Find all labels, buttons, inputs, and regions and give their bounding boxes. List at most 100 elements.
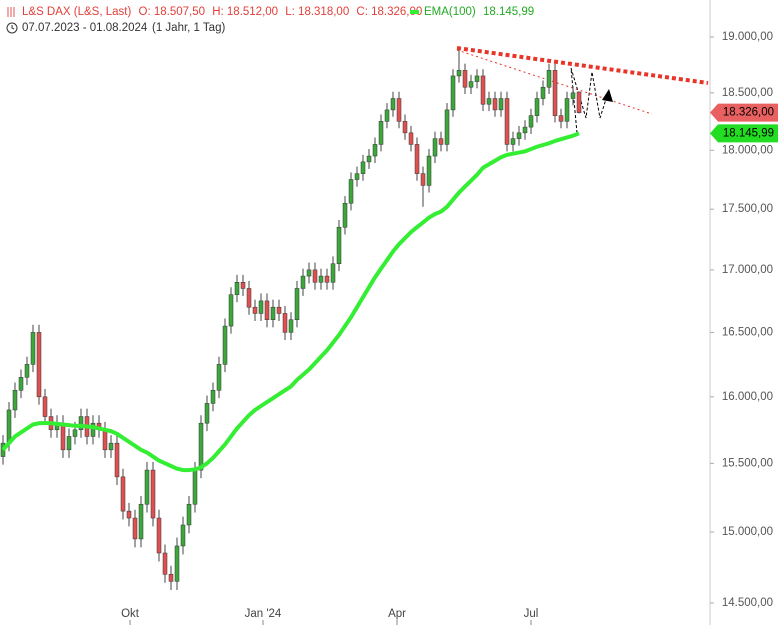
candle-body [288,319,294,333]
candle-body [354,173,360,180]
candle-body [174,545,180,582]
candle-body [270,306,276,321]
candle-body [24,364,30,378]
candle-body [258,300,264,314]
candle-body [522,126,528,134]
y-tick-label: 18.000,00 [722,144,773,156]
candle-body [402,121,408,134]
price-tag [710,124,778,143]
x-tick-label: Jul [524,608,539,620]
candle-body [102,429,108,451]
candle-body [504,98,510,145]
low-label: L: 18.318,00 [285,6,349,18]
y-tick-label: 14.500,00 [722,597,773,609]
candle-body [372,144,378,157]
candle-body [6,409,12,444]
y-tick-label: 17.500,00 [722,203,773,215]
candle-body [204,403,210,424]
x-tick-label: Jan '24 [245,608,282,620]
period: 07.07.2023 - 01.08.2024 [22,22,148,34]
x-tick-label: Okt [121,608,140,620]
candle-body [12,390,18,411]
projection-arrow [602,89,613,102]
candle-body [222,325,228,365]
candle-body [480,75,486,105]
candle-body [198,422,204,471]
candle-icon [7,7,15,17]
y-tick-label: 16.000,00 [722,391,773,403]
candle-body [540,86,546,99]
ema-name: EMA(100) [424,6,476,18]
candle-body [312,269,318,283]
candle-body [438,138,444,145]
clock-icon [6,22,18,34]
candle-body [168,574,174,582]
candle-body [144,469,150,505]
candle-body [276,306,282,314]
candle-body [216,364,222,391]
candle-body [396,98,402,122]
candle-body [156,517,162,554]
legend: L&S DAX (L&S, Last) O: 18.507,50 H: 18.5… [6,6,534,34]
candle-body [264,300,270,321]
drawings [456,46,709,134]
candle-body [432,138,438,157]
y-tick-label: 18.500,00 [722,87,773,99]
candle-body [108,442,114,451]
close-label: C: 18.326,00 [356,6,422,18]
candle-body [462,70,468,88]
ema-line [1,131,580,473]
y-tick-label: 16.500,00 [722,326,773,338]
candle-body [30,332,36,365]
candle-body [252,306,258,314]
candle-body [294,288,300,321]
price-tag [710,103,778,122]
candle-body [282,313,288,333]
candle-body [516,132,522,139]
candle-body [18,377,24,391]
y-tick-label: 17.000,00 [722,264,773,276]
candle-body [552,70,558,116]
candle-body [240,282,246,289]
x-tick-label: Apr [388,608,406,620]
candle-body [246,288,252,308]
candle-body [576,91,582,113]
candle-body [186,503,192,526]
candle-body [150,469,156,519]
candle-body [90,422,96,437]
instrument: L&S DAX (L&S, Last) [22,6,131,18]
candle-body [348,179,354,204]
candle-body [384,109,390,122]
candle-body [546,70,552,88]
y-tick-label: 15.500,00 [722,457,773,469]
ema-value: 18.145,99 [483,6,534,18]
candle-body [234,282,240,295]
candle-body [492,98,498,111]
candle-body [510,138,516,145]
candle-body [528,115,534,128]
candle-body [360,161,366,174]
candle-body [414,144,420,174]
candle-body [72,429,78,437]
price-tag-label: 18.145,99 [723,127,774,139]
candle-body [570,92,576,99]
candle-body [162,552,168,575]
candle-body [468,81,474,88]
projection [570,67,608,134]
candle-body [42,396,48,417]
trend-line [456,49,653,115]
candle-body [426,155,432,186]
candle-body [228,294,234,327]
interval: (1 Jahr, 1 Tag) [152,22,225,34]
candle-body [366,155,372,163]
candle-body [138,503,144,540]
high-label: H: 18.512,00 [212,6,278,18]
clock-hand [11,25,15,30]
candle-body [180,524,186,547]
candle-body [558,115,564,122]
candle-body [450,75,456,111]
candle-body [456,70,462,77]
candle-body [408,132,414,145]
price-tag-label: 18.326,00 [723,107,774,119]
candle-body [330,263,336,283]
